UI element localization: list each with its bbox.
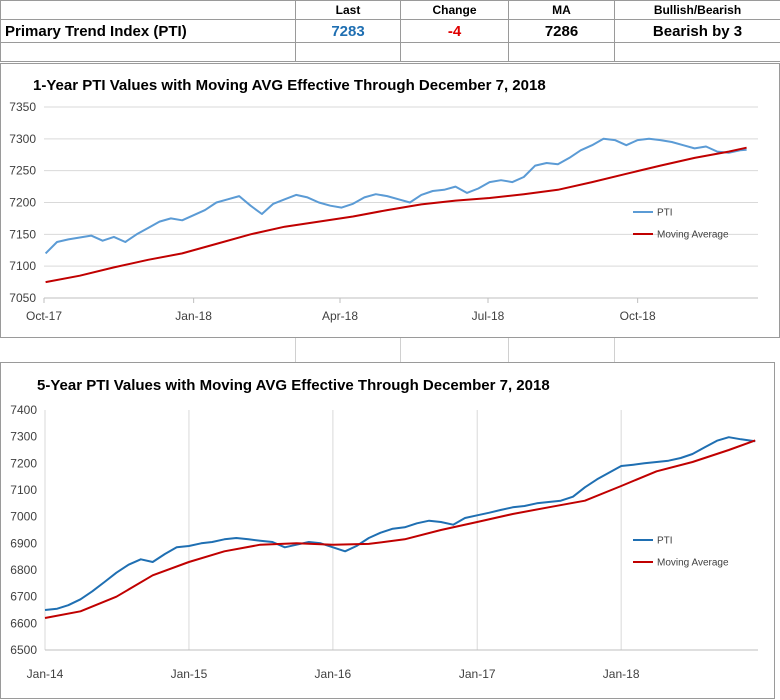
y-tick-label: 7200	[9, 196, 36, 210]
signal-value: Bearish by 3	[615, 20, 780, 43]
one-year-chart-panel: 1-Year PTI Values with Moving AVG Effect…	[0, 63, 780, 338]
x-tick-label: Jan-18	[603, 667, 640, 681]
series-line-pti	[46, 139, 747, 254]
blank-cell	[1, 43, 296, 62]
y-tick-label: 7300	[9, 132, 36, 146]
y-tick-label: 7100	[9, 259, 36, 273]
one-year-chart: 1-Year PTI Values with Moving AVG Effect…	[1, 64, 780, 339]
gap-divider	[295, 338, 296, 362]
header-cell-last: Last	[296, 1, 401, 20]
blank-cell	[509, 43, 615, 62]
header-cell-change: Change	[401, 1, 509, 20]
x-tick-label: Jan-18	[175, 309, 212, 323]
chart-title: 1-Year PTI Values with Moving AVG Effect…	[33, 77, 546, 94]
five-year-chart: 5-Year PTI Values with Moving AVG Effect…	[1, 363, 776, 700]
y-tick-label: 6700	[10, 590, 37, 604]
y-tick-label: 7250	[9, 164, 36, 178]
x-tick-label: Jan-17	[459, 667, 496, 681]
last-value: 7283	[296, 20, 401, 43]
x-tick-label: Oct-18	[620, 309, 656, 323]
y-tick-label: 7000	[10, 510, 37, 524]
series-line-moving-average	[46, 148, 747, 282]
y-tick-label: 7100	[10, 483, 37, 497]
y-tick-label: 7200	[10, 456, 37, 470]
index-name: Primary Trend Index (PTI)	[1, 20, 296, 43]
y-tick-label: 7050	[9, 291, 36, 305]
series-line-moving-average	[45, 440, 755, 618]
x-tick-label: Jan-16	[315, 667, 352, 681]
x-tick-label: Oct-17	[26, 309, 62, 323]
summary-table: Last Change MA Bullish/Bearish Primary T…	[0, 0, 780, 62]
gap-divider	[508, 338, 509, 362]
gap-divider	[400, 338, 401, 362]
y-tick-label: 6800	[10, 563, 37, 577]
blank-cell	[401, 43, 509, 62]
change-value: -4	[401, 20, 509, 43]
blank-cell	[296, 43, 401, 62]
legend-label: Moving Average	[657, 558, 729, 569]
header-cell-signal: Bullish/Bearish	[615, 1, 780, 20]
x-tick-label: Jan-14	[27, 667, 64, 681]
legend-label: Moving Average	[657, 230, 729, 241]
ma-value: 7286	[509, 20, 615, 43]
y-tick-label: 6900	[10, 536, 37, 550]
x-tick-label: Apr-18	[322, 309, 358, 323]
x-tick-label: Jan-15	[171, 667, 208, 681]
y-tick-label: 7150	[9, 227, 36, 241]
legend-label: PTI	[657, 536, 673, 547]
y-tick-label: 6500	[10, 643, 37, 657]
x-tick-label: Jul-18	[472, 309, 505, 323]
y-tick-label: 7300	[10, 430, 37, 444]
summary-header-row: Last Change MA Bullish/Bearish	[1, 1, 780, 20]
header-cell-name	[1, 1, 296, 20]
y-tick-label: 7350	[9, 100, 36, 114]
chart-title: 5-Year PTI Values with Moving AVG Effect…	[37, 377, 550, 394]
header-cell-ma: MA	[509, 1, 615, 20]
y-tick-label: 6600	[10, 616, 37, 630]
gap-divider	[614, 338, 615, 362]
legend-label: PTI	[657, 208, 673, 219]
summary-value-row: Primary Trend Index (PTI) 7283 -4 7286 B…	[1, 20, 780, 43]
grid-gap	[0, 338, 780, 362]
series-line-pti	[45, 437, 755, 610]
five-year-chart-panel: 5-Year PTI Values with Moving AVG Effect…	[0, 362, 775, 699]
y-tick-label: 7400	[10, 403, 37, 417]
blank-cell	[615, 43, 780, 62]
summary-blank-row	[1, 43, 780, 62]
